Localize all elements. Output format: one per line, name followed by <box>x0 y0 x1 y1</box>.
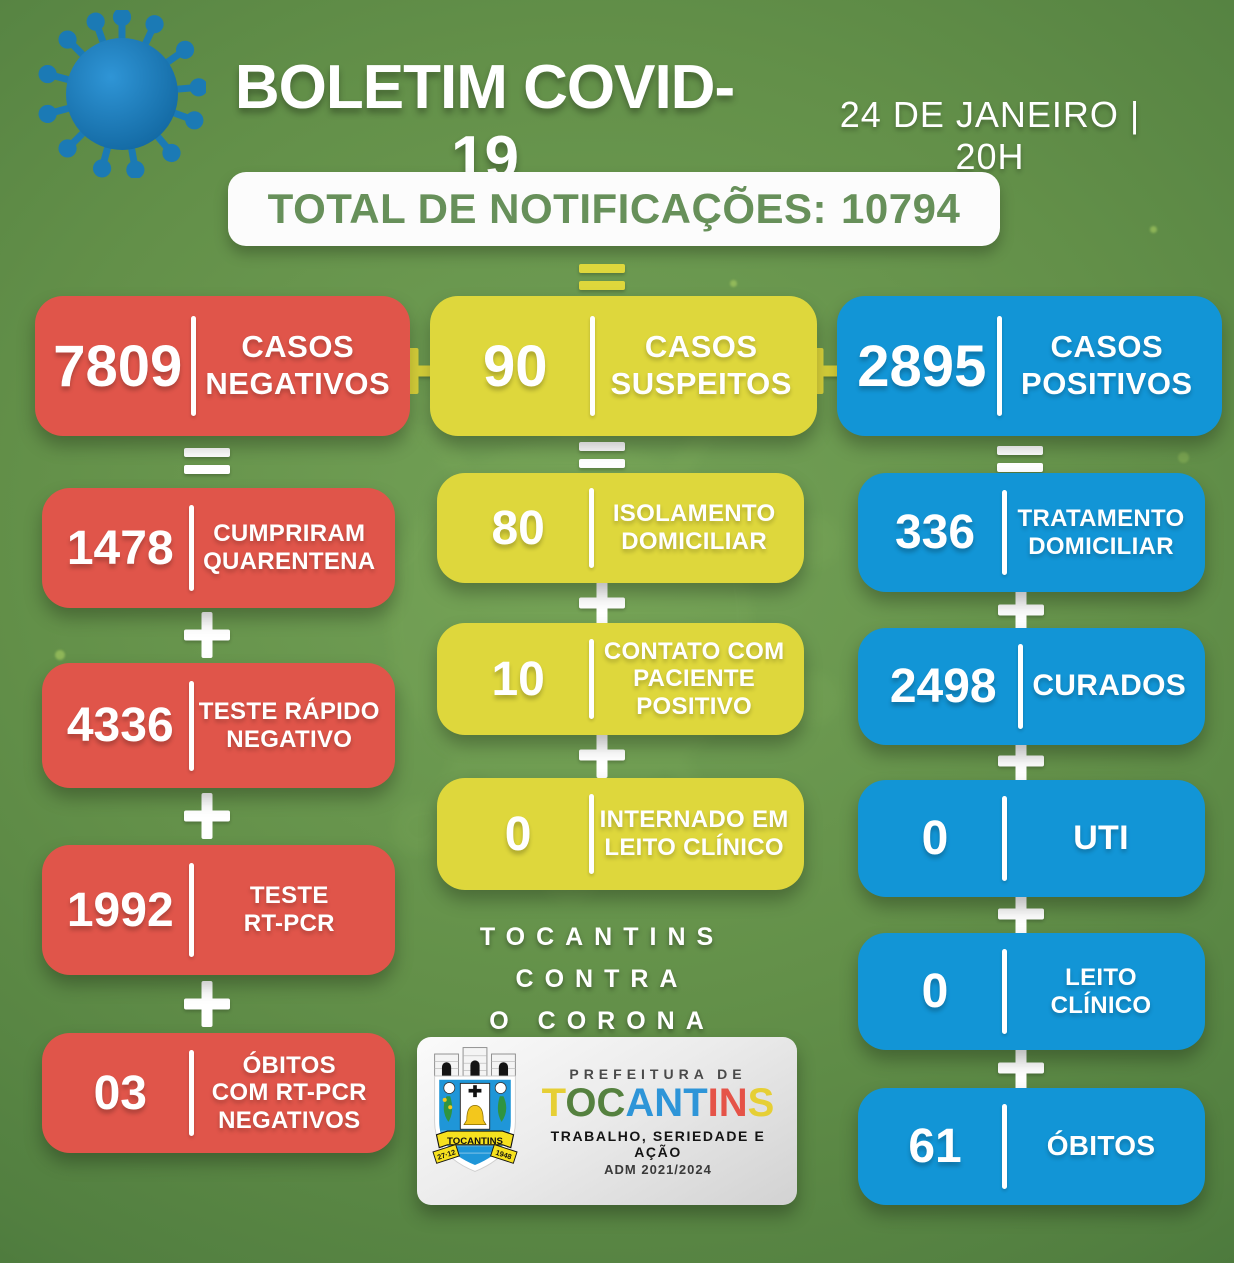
stat-box-cumpriram-quarentena: 1478 CUMPRIRAM QUARENTENA <box>42 488 395 608</box>
stat-box-contato-paciente-positivo: 10 CONTATO COM PACIENTE POSITIVO <box>437 623 804 735</box>
stat-label: CASOS NEGATIVOS <box>205 329 391 401</box>
total-notifications-value: 10794 <box>841 185 961 232</box>
stat-box-tratamento-domiciliar: 336 TRATAMENTO DOMICILIAR <box>858 473 1205 592</box>
stat-label: TESTE RT-PCR <box>243 882 335 937</box>
divider <box>188 863 194 957</box>
stat-value: 90 <box>482 333 548 399</box>
logo-tagline: TRABALHO, SERIEDADE E AÇÃO <box>550 1127 766 1160</box>
plus-connector-positive-1 <box>998 587 1044 633</box>
coat-of-arms: TOCANTINS 27·12 1948 <box>432 1047 518 1172</box>
divider <box>188 680 194 771</box>
stat-value: 80 <box>491 501 545 555</box>
divider <box>1002 949 1008 1034</box>
stat-label: CASOS SUSPEITOS <box>610 329 792 401</box>
stat-value: 1992 <box>66 883 174 937</box>
stat-value: 61 <box>908 1120 962 1173</box>
campaign-slogan: TOCANTINS CONTRA O CORONA <box>479 923 725 1035</box>
stat-value: 10 <box>491 652 545 706</box>
stat-box-leito-clinico: 0 LEITO CLÍNICO <box>858 933 1205 1050</box>
stat-label: CASOS POSITIVOS <box>1021 329 1193 401</box>
equals-connector-suspect <box>579 441 625 469</box>
stat-value: 336 <box>894 506 976 559</box>
stat-box-internado-leito-clinico: 0 INTERNADO EM LEITO CLÍNICO <box>437 778 804 890</box>
plus-connector-negative-3 <box>184 981 230 1027</box>
stat-box-casos-suspeitos: 90 CASOS SUSPEITOS <box>430 296 817 436</box>
stat-box-teste-rt-pcr: 1992 TESTE RT-PCR <box>42 845 395 975</box>
stat-label: CUMPRIRAM QUARENTENA <box>203 520 376 575</box>
divider <box>188 1049 194 1137</box>
plus-connector-suspect-1 <box>579 580 625 626</box>
stat-label: ISOLAMENTO DOMICILIAR <box>612 500 776 555</box>
stat-box-uti: 0 UTI <box>858 780 1205 897</box>
stat-label: UTI <box>1073 818 1129 857</box>
divider <box>190 315 196 417</box>
stat-box-teste-rapido-negativo: 4336 TESTE RÁPIDO NEGATIVO <box>42 663 395 788</box>
stat-value: 4336 <box>66 699 174 752</box>
plus-connector-positive-3 <box>998 891 1044 937</box>
plus-connector-negative-1 <box>184 612 230 658</box>
divider <box>1002 489 1008 576</box>
stat-label: TESTE RÁPIDO NEGATIVO <box>198 697 380 753</box>
equals-connector-negative <box>184 447 230 475</box>
divider <box>589 488 595 568</box>
divider <box>1002 1104 1008 1189</box>
logo-brand-name: TOCANTINS <box>541 1080 775 1125</box>
stat-value: 0 <box>921 812 949 865</box>
stat-value: 0 <box>921 965 949 1018</box>
equals-connector-positive <box>997 445 1043 473</box>
stat-value: 0 <box>504 807 532 861</box>
divider <box>590 315 596 417</box>
plus-connector-positive-4 <box>998 1045 1044 1091</box>
stat-value: 7809 <box>53 333 183 399</box>
stat-value: 1478 <box>66 521 174 575</box>
divider <box>996 315 1002 417</box>
stat-label: ÓBITOS <box>1046 1130 1156 1162</box>
stat-label: CURADOS <box>1032 669 1187 703</box>
prefeitura-logo-card: TOCANTINS 27·12 1948 PREFEITURA DE TOCAN… <box>417 1037 797 1205</box>
stat-value: 2498 <box>889 660 997 713</box>
stat-box-curados: 2498 CURADOS <box>858 628 1205 745</box>
stat-value: 03 <box>93 1066 147 1120</box>
total-notifications-label: TOTAL DE NOTIFICAÇÕES: <box>267 185 828 232</box>
shield-ribbon-text: TOCANTINS <box>447 1136 504 1147</box>
stat-label: CONTATO COM PACIENTE POSITIVO <box>603 637 785 720</box>
stat-label: TRATAMENTO DOMICILIAR <box>1017 504 1185 560</box>
total-notifications-banner: TOTAL DE NOTIFICAÇÕES: 10794 <box>228 172 1000 246</box>
stat-label: INTERNADO EM LEITO CLÍNICO <box>599 806 789 861</box>
plus-connector-negative-2 <box>184 793 230 839</box>
stat-box-casos-negativos: 7809 CASOS NEGATIVOS <box>35 296 410 436</box>
divider <box>589 638 595 720</box>
stat-label: LEITO CLÍNICO <box>1050 963 1152 1019</box>
stat-box-isolamento-domiciliar: 80 ISOLAMENTO DOMICILIAR <box>437 473 804 583</box>
stat-value: 2895 <box>857 333 987 399</box>
divider <box>188 504 194 592</box>
plus-connector-suspect-2 <box>579 732 625 778</box>
logo-prefeitura-label: PREFEITURA DE <box>569 1065 747 1082</box>
stat-box-obitos-rt-pcr-negativos: 03 ÓBITOS COM RT-PCR NEGATIVOS <box>42 1033 395 1153</box>
bulletin-datetime: 24 DE JANEIRO | 20H <box>839 94 1141 177</box>
virus-icon <box>38 10 206 178</box>
equals-connector-banner <box>579 263 625 291</box>
divider <box>1002 796 1008 881</box>
logo-texts: PREFEITURA DE TOCANTINS TRABALHO, SERIED… <box>527 1066 789 1177</box>
stat-box-obitos: 61 ÓBITOS <box>858 1088 1205 1205</box>
divider <box>1018 644 1024 729</box>
logo-adm-period: ADM 2021/2024 <box>604 1161 712 1177</box>
stat-label: ÓBITOS COM RT-PCR NEGATIVOS <box>211 1051 367 1134</box>
stat-box-casos-positivos: 2895 CASOS POSITIVOS <box>837 296 1222 436</box>
divider <box>589 793 595 875</box>
